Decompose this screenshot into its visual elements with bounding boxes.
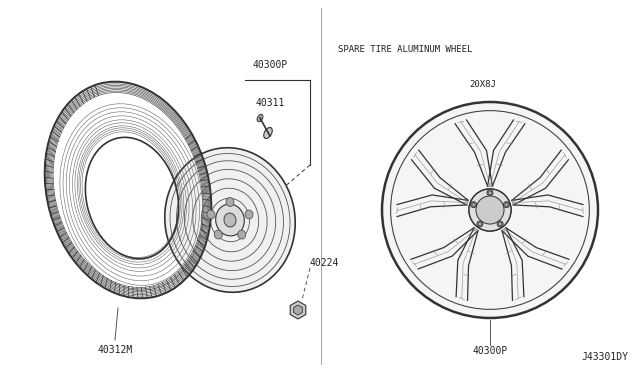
Ellipse shape xyxy=(207,210,215,219)
Circle shape xyxy=(469,189,511,231)
Ellipse shape xyxy=(264,128,272,138)
Text: 40300P: 40300P xyxy=(252,60,287,70)
Ellipse shape xyxy=(245,210,253,219)
Polygon shape xyxy=(449,231,531,302)
Circle shape xyxy=(478,222,481,225)
Text: 40311: 40311 xyxy=(255,98,284,108)
Ellipse shape xyxy=(214,230,222,239)
Text: 40312M: 40312M xyxy=(97,345,132,355)
Circle shape xyxy=(505,203,508,206)
Ellipse shape xyxy=(224,213,236,227)
Circle shape xyxy=(476,196,504,224)
Ellipse shape xyxy=(226,198,234,206)
Text: 20X8J: 20X8J xyxy=(470,80,497,89)
Ellipse shape xyxy=(237,230,246,239)
Polygon shape xyxy=(398,196,473,275)
Circle shape xyxy=(488,191,492,194)
Polygon shape xyxy=(294,305,302,315)
Text: 40224: 40224 xyxy=(310,258,339,268)
Polygon shape xyxy=(494,119,572,199)
Text: 40300P: 40300P xyxy=(472,346,508,356)
Circle shape xyxy=(504,202,509,208)
Circle shape xyxy=(487,190,493,196)
Circle shape xyxy=(382,102,598,318)
Polygon shape xyxy=(408,119,486,199)
Circle shape xyxy=(472,203,475,206)
Circle shape xyxy=(497,221,503,227)
Polygon shape xyxy=(290,301,306,319)
Circle shape xyxy=(499,222,502,225)
Circle shape xyxy=(470,202,477,208)
Polygon shape xyxy=(507,196,582,275)
Text: SPARE TIRE ALUMINUM WHEEL: SPARE TIRE ALUMINUM WHEEL xyxy=(338,45,472,54)
Text: J43301DY: J43301DY xyxy=(581,352,628,362)
Ellipse shape xyxy=(257,114,263,122)
Circle shape xyxy=(469,189,511,231)
Ellipse shape xyxy=(164,148,295,292)
Ellipse shape xyxy=(216,204,244,236)
Circle shape xyxy=(477,221,483,227)
